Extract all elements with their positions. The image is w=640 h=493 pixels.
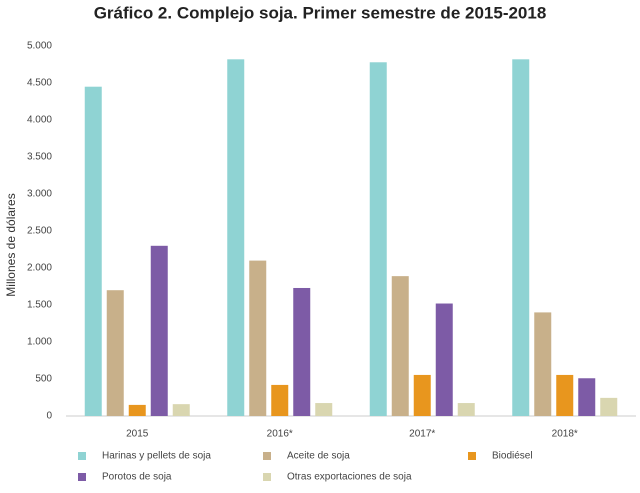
legend-swatch	[263, 473, 271, 481]
y-tick-label: 3.500	[27, 152, 52, 163]
bar	[172, 404, 190, 416]
y-tick-label: 0	[46, 411, 52, 422]
bar	[315, 403, 333, 416]
chart-title: Gráfico 2. Complejo soja. Primer semestr…	[94, 3, 547, 22]
bar	[556, 374, 574, 416]
y-tick-label: 1.000	[27, 337, 52, 348]
y-tick-label: 1.500	[27, 300, 52, 311]
y-tick-label: 500	[35, 374, 52, 385]
legend-swatch	[468, 452, 476, 460]
y-tick-label: 5.000	[27, 41, 52, 52]
bar	[578, 378, 596, 416]
bar	[150, 245, 168, 416]
bar	[391, 276, 409, 416]
x-tick-label: 2016*	[267, 429, 293, 440]
bar	[413, 374, 431, 416]
legend-swatch	[78, 452, 86, 460]
bar	[106, 290, 124, 416]
legend-label: Porotos de soja	[102, 472, 172, 483]
y-tick-label: 2.000	[27, 263, 52, 274]
legend-label: Otras exportaciones de soja	[287, 472, 412, 483]
legend-label: Biodiésel	[492, 451, 533, 462]
bar	[369, 62, 387, 416]
legend-label: Aceite de soja	[287, 451, 350, 462]
y-tick-label: 2.500	[27, 226, 52, 237]
y-tick-label: 4.000	[27, 115, 52, 126]
bar	[534, 312, 552, 416]
x-tick-label: 2015	[126, 429, 149, 440]
bar	[293, 287, 311, 416]
y-axis-title: Millones de dólares	[4, 193, 18, 296]
y-tick-label: 4.500	[27, 78, 52, 89]
bar	[128, 404, 146, 416]
bar	[457, 403, 475, 416]
legend-swatch	[78, 473, 86, 481]
bar	[84, 86, 102, 416]
x-tick-label: 2017*	[409, 429, 435, 440]
bar	[600, 397, 618, 416]
y-tick-label: 3.000	[27, 189, 52, 200]
bar	[435, 303, 453, 416]
x-tick-label: 2018*	[552, 429, 578, 440]
bar	[512, 59, 530, 416]
bar	[227, 59, 245, 416]
legend-label: Harinas y pellets de soja	[102, 451, 211, 462]
legend-swatch	[263, 452, 271, 460]
bar	[271, 384, 289, 416]
bar	[249, 260, 267, 416]
